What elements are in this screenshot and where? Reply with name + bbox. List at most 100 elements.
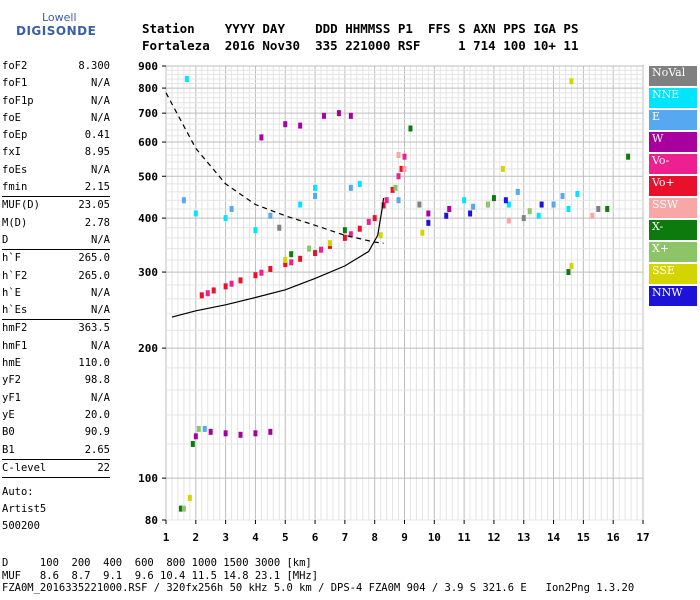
echo-point (259, 134, 264, 141)
echo-point (193, 210, 198, 217)
param-row: B1 2.65 (2, 442, 110, 459)
x-tick-label: 9 (401, 531, 408, 544)
echo-point (229, 280, 234, 287)
echo-point (390, 186, 395, 193)
echo-point (298, 255, 303, 262)
x-tick-label: 12 (487, 531, 500, 544)
echo-point (268, 428, 273, 435)
echo-point (590, 212, 595, 219)
param-label: hmF1 (2, 339, 28, 352)
legend-item: SSW (649, 198, 697, 220)
param-row: MUF(D) 23.05 (2, 197, 110, 214)
polarization-legend: NoVal NNE E W Vo- Vo+ SSW X- X+ SSE NNW (649, 66, 697, 308)
echo-point (223, 430, 228, 437)
param-row: hmF2 363.5 (2, 320, 110, 337)
x-tick-label: 8 (371, 531, 378, 544)
header-line2: Fortaleza 2016 Nov30 335 221000 RSF 1 71… (142, 38, 579, 53)
echo-point (229, 205, 234, 212)
y-axis-ticks: 80 100 200 300 400 500 600 700 800 900 (138, 60, 166, 527)
footer-info: FZA0M_2016335221000.RSF / 320fx256h 50 k… (2, 582, 635, 594)
param-label: foE (2, 111, 21, 124)
param-value: N/A (91, 339, 110, 352)
param-row: foF1p N/A (2, 93, 110, 110)
param-row: B0 90.9 (2, 424, 110, 441)
echo-point (462, 197, 467, 204)
echo-point (268, 265, 273, 272)
echo-point (283, 121, 288, 128)
param-row: fmin 2.15 (2, 179, 110, 196)
param-row: yF2 98.8 (2, 372, 110, 389)
y-tick-label: 80 (145, 514, 158, 527)
x-axis-ticks: 1 2 3 4 5 6 7 8 9 10 11 12 13 14 15 16 17 (163, 520, 650, 544)
echo-point (366, 218, 371, 225)
x-tick-label: 15 (577, 531, 590, 544)
auto-line2: Artist5 (2, 503, 47, 515)
param-value: 8.300 (78, 60, 110, 72)
echo-point (566, 205, 571, 212)
x-tick-label: 14 (547, 531, 561, 544)
echo-point (515, 188, 520, 195)
x-tick-label: 11 (458, 531, 472, 544)
param-value: 20.0 (84, 408, 110, 421)
param-row: foEp 0.41 (2, 127, 110, 144)
echo-point (342, 234, 347, 241)
param-row: foF1 N/A (2, 75, 110, 92)
param-label: yE (2, 408, 15, 421)
x-tick-label: 7 (342, 531, 349, 544)
echo-point (408, 125, 413, 132)
param-label: foEs (2, 163, 28, 176)
y-tick-label: 600 (138, 136, 158, 149)
param-label: M(D) (2, 216, 28, 229)
echo-point (313, 250, 318, 257)
param-label: h`F2 (2, 269, 28, 282)
legend-item: NNE (649, 88, 697, 110)
echo-point (336, 110, 341, 117)
echo-point (357, 225, 362, 232)
param-label: h`F (2, 252, 21, 265)
echo-point (575, 190, 580, 197)
echo-points (178, 75, 631, 512)
param-row: C-level 22 (2, 460, 110, 477)
echo-point (190, 440, 195, 447)
legend-item: E (649, 110, 697, 132)
param-row: foF2 8.300 (2, 58, 110, 75)
param-value: N/A (91, 286, 110, 299)
param-label: foEp (2, 129, 28, 142)
echo-point (569, 262, 574, 269)
echo-point (322, 112, 327, 119)
echo-point (223, 283, 228, 290)
param-value: 90.9 (84, 426, 110, 439)
echo-point (596, 205, 601, 212)
param-value: 98.8 (84, 374, 110, 387)
param-label: MUF(D) (2, 199, 40, 212)
param-value: N/A (91, 233, 110, 246)
echo-point (298, 122, 303, 129)
echo-point (569, 78, 574, 85)
param-value: 110.0 (78, 357, 110, 370)
echo-point (348, 231, 353, 238)
param-label: yF2 (2, 374, 21, 387)
echo-point (181, 197, 186, 204)
x-tick-label: 4 (252, 531, 259, 544)
y-tick-label: 300 (138, 266, 158, 279)
echo-point (384, 197, 389, 204)
echo-point (471, 203, 476, 210)
param-label: h`E (2, 286, 21, 299)
echo-point (313, 193, 318, 200)
echo-point (253, 430, 258, 437)
auto-line3: 500200 (2, 520, 40, 532)
echo-point (396, 197, 401, 204)
echo-point (402, 153, 407, 160)
auto-line1: Auto: (2, 486, 34, 498)
param-row: fxI 8.95 (2, 144, 110, 161)
param-value: 2.65 (84, 443, 110, 456)
param-value: 0.41 (84, 129, 110, 142)
echo-point (253, 272, 258, 279)
muf-line2: MUF 8.6 8.7 9.1 9.6 10.4 11.5 14.8 23.1 … (2, 569, 319, 582)
muf-table: D 100 200 400 600 800 1000 1500 3000 [km… (2, 557, 634, 595)
echo-point (319, 246, 324, 253)
param-row: h`F2 265.0 (2, 268, 110, 285)
echo-point (202, 425, 207, 432)
x-tick-label: 17 (636, 531, 649, 544)
